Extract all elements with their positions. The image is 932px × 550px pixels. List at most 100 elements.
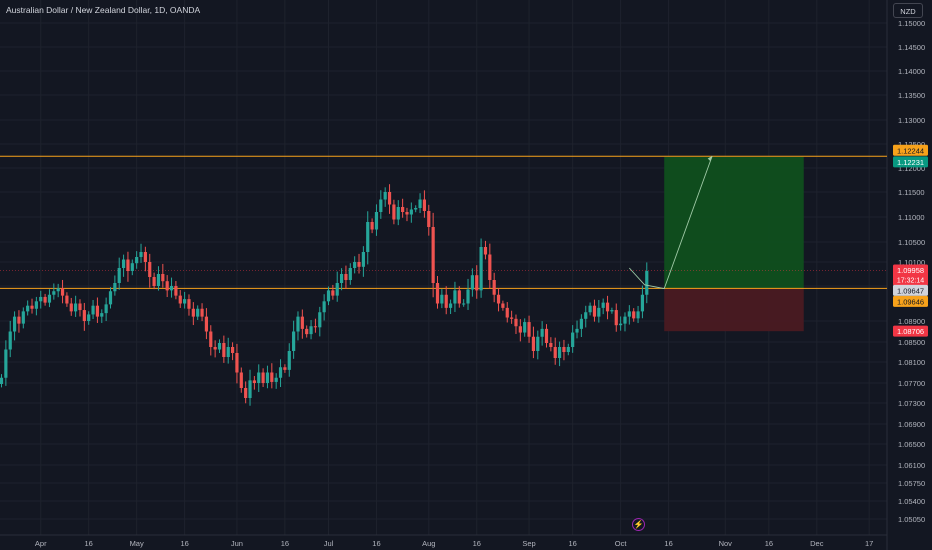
candle-body xyxy=(56,288,60,292)
time-tick-label: Jun xyxy=(231,539,243,548)
candle-body xyxy=(161,274,165,282)
price-tick-label: 1.05050 xyxy=(898,515,925,524)
candle-body xyxy=(121,259,126,268)
time-tick-label: 16 xyxy=(180,539,188,548)
projection-line[interactable] xyxy=(628,155,713,290)
candle-body xyxy=(87,314,91,321)
candle-body xyxy=(4,349,8,378)
long-position-tool[interactable] xyxy=(664,156,804,332)
candle-body xyxy=(165,281,169,291)
time-tick-label: 16 xyxy=(664,539,672,548)
horizontal-levels[interactable] xyxy=(0,155,887,289)
candle-body xyxy=(531,336,536,351)
candle-body xyxy=(544,328,549,343)
price-tick-label: 1.08100 xyxy=(898,358,925,367)
lightning-icon[interactable]: ⚡ xyxy=(632,518,645,531)
candle-body xyxy=(252,380,256,383)
candle-body xyxy=(60,288,65,296)
price-tick-label: 1.13500 xyxy=(898,91,925,100)
candle-body xyxy=(409,209,413,215)
time-tick-label: 16 xyxy=(281,539,289,548)
candle-body xyxy=(575,328,579,333)
time-tick-label: Oct xyxy=(615,539,628,548)
candle-body xyxy=(21,311,25,324)
price-tick-label: 1.12000 xyxy=(898,164,925,173)
candle-body xyxy=(204,316,209,332)
currency-selector-button[interactable]: NZD xyxy=(893,3,923,18)
candle-body xyxy=(152,277,156,286)
candle-body xyxy=(117,268,121,283)
position-profit-zone[interactable] xyxy=(664,156,804,289)
candle-body xyxy=(82,310,86,321)
candle-body xyxy=(126,259,130,271)
candle-body xyxy=(483,247,488,255)
candle-body xyxy=(248,380,252,398)
candle-body xyxy=(514,318,518,327)
price-tick-label: 1.15000 xyxy=(898,19,925,28)
price-tick-label: 1.11000 xyxy=(898,213,925,222)
candle-body xyxy=(187,299,191,309)
candle-body xyxy=(505,307,509,318)
price-tick-label: 1.05750 xyxy=(898,479,925,488)
candle-body xyxy=(113,283,117,292)
candle-body xyxy=(540,328,544,337)
price-tick-label: 1.07700 xyxy=(898,379,925,388)
candle-body xyxy=(296,316,300,332)
price-tag-stop-bg xyxy=(893,325,928,337)
candle-body xyxy=(632,311,636,319)
candle-body xyxy=(645,271,649,295)
candle-body xyxy=(287,351,291,370)
price-tick-label: 1.07300 xyxy=(898,399,925,408)
time-tick-label: Sep xyxy=(522,539,535,548)
candle-body xyxy=(156,274,161,286)
candle-body xyxy=(43,296,47,303)
candle-body xyxy=(217,343,222,350)
candle-body xyxy=(584,312,588,319)
candle-body xyxy=(239,372,243,388)
candle-body xyxy=(601,302,605,308)
candle-body xyxy=(270,372,274,382)
candle-body xyxy=(396,207,400,220)
candle-body xyxy=(444,294,448,308)
price-tick-label: 1.13000 xyxy=(898,116,925,125)
candlestick-series xyxy=(0,184,649,406)
candle-body xyxy=(457,290,461,304)
time-tick-label: Jul xyxy=(324,539,334,548)
candle-body xyxy=(244,388,248,398)
candle-body xyxy=(52,291,56,295)
candle-body xyxy=(274,377,278,382)
price-tick-label: 1.11500 xyxy=(898,188,925,197)
candle-body xyxy=(65,295,69,304)
candle-body xyxy=(479,247,483,291)
candle-body xyxy=(374,212,379,230)
candle-body xyxy=(292,331,296,351)
price-tick-label: 1.14000 xyxy=(898,67,925,76)
candle-body xyxy=(309,326,313,335)
candle-body xyxy=(614,310,618,326)
candle-body xyxy=(392,204,396,220)
candle-body xyxy=(174,286,178,296)
time-tick-label: 16 xyxy=(372,539,380,548)
candle-body xyxy=(348,268,352,280)
price-tick-label: 1.06100 xyxy=(898,461,925,470)
projection-path[interactable] xyxy=(628,155,713,290)
price-tag-level-lower-bg xyxy=(893,295,928,307)
candle-body xyxy=(475,275,479,291)
candle-body xyxy=(435,283,440,304)
candle-body xyxy=(357,262,361,267)
price-axis-labels: 1.15000 1.14500 1.14000 1.13500 1.13000 1.125… xyxy=(898,19,925,524)
price-tag-stop: 1.08706 xyxy=(897,327,924,336)
price-tick-label: 1.14500 xyxy=(898,43,925,52)
candle-body xyxy=(100,313,104,317)
price-tick-label: 1.08500 xyxy=(898,338,925,347)
candle-body xyxy=(579,318,583,329)
candle-body xyxy=(466,289,470,304)
candle-body xyxy=(235,353,239,373)
candle-body xyxy=(510,317,514,319)
candle-body xyxy=(344,274,348,280)
candle-body xyxy=(523,322,527,333)
price-tick-label: 1.05400 xyxy=(898,497,925,506)
position-stop-zone[interactable] xyxy=(664,288,804,332)
candle-body xyxy=(597,307,601,317)
